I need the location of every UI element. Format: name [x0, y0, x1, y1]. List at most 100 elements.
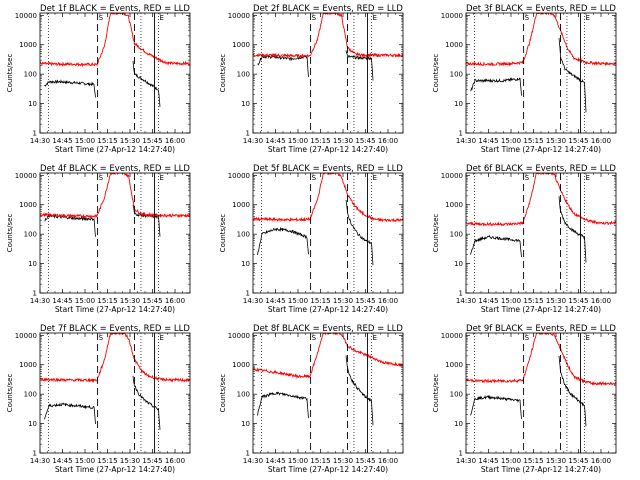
y-tick-label: 1000: [19, 361, 37, 369]
axes-frame: [39, 12, 191, 134]
y-tick-label: 1: [459, 130, 463, 138]
y-tick-label: 100: [24, 71, 37, 79]
panel-title: Det 9f BLACK = Events, RED = LLD: [466, 324, 616, 334]
x-tick-label: 15:30: [546, 457, 566, 465]
x-tick-label: 15:45: [568, 297, 588, 305]
y-tick-label: 10: [241, 260, 250, 268]
x-tick-label: 16:00: [165, 457, 185, 465]
top-marker-s: S: [99, 14, 104, 22]
events-series-line: [470, 77, 522, 96]
top-marker-s: S: [525, 14, 530, 22]
axes-frame: [252, 172, 404, 294]
lld-series-line: [253, 333, 403, 380]
x-tick-label: 15:15: [310, 137, 330, 145]
x-tick-label: 15:30: [333, 137, 353, 145]
plot-area: [466, 173, 616, 263]
events-series-line: [470, 394, 522, 419]
events-series-line: [345, 199, 374, 266]
y-tick-label: 1: [246, 450, 250, 458]
lld-series-line: [466, 333, 616, 387]
panel-title: Det 7f BLACK = Events, RED = LLD: [40, 324, 190, 334]
lld-series-line: [40, 333, 190, 383]
x-tick-label: 15:15: [97, 457, 117, 465]
panel-title: Det 8f BLACK = Events, RED = LLD: [253, 324, 403, 334]
x-tick-label: 14:45: [265, 297, 285, 305]
events-series-line: [558, 196, 587, 263]
y-tick-label: 100: [24, 391, 37, 399]
y-tick-label: 1000: [19, 201, 37, 209]
plot-area: [40, 13, 190, 107]
plot-area: [40, 333, 190, 430]
y-tick-label: 10000: [228, 12, 250, 20]
x-axis-label: Start Time (27-Apr-12 14:27:40): [55, 465, 175, 474]
events-series-line: [132, 60, 161, 107]
x-tick-label: 14:45: [52, 137, 72, 145]
panel-title: Det 2f BLACK = Events, RED = LLD: [253, 4, 403, 14]
y-tick-label: 10000: [15, 12, 37, 20]
top-marker-s: S: [99, 334, 104, 342]
events-series-line: [257, 391, 309, 419]
y-tick-label: 100: [237, 391, 250, 399]
y-axis-label: Counts/sec: [432, 214, 440, 253]
y-tick-label: 100: [450, 71, 463, 79]
lld-series-line: [466, 173, 616, 227]
top-marker-e: E: [373, 334, 377, 342]
x-tick-label: 14:30: [30, 137, 50, 145]
x-tick-label: 16:00: [378, 137, 398, 145]
x-tick-label: 15:15: [310, 457, 330, 465]
events-series-line: [44, 79, 96, 98]
y-tick-label: 100: [237, 231, 250, 239]
plot-area: [253, 333, 403, 426]
x-tick-label: 15:00: [501, 137, 521, 145]
top-marker-e: E: [586, 174, 590, 182]
x-tick-label: 15:00: [288, 457, 308, 465]
x-axis-label: Start Time (27-Apr-12 14:27:40): [268, 145, 388, 154]
y-tick-label: 10: [241, 100, 250, 108]
y-tick-label: 100: [450, 231, 463, 239]
panel-title: Det 1f BLACK = Events, RED = LLD: [40, 4, 190, 14]
x-tick-label: 16:00: [165, 137, 185, 145]
plot-area: [40, 173, 190, 237]
y-tick-label: 1000: [445, 201, 463, 209]
events-series-line: [132, 375, 161, 430]
axes-frame: [252, 12, 404, 134]
x-tick-label: 15:00: [288, 137, 308, 145]
x-tick-label: 15:30: [546, 297, 566, 305]
x-tick-label: 14:30: [243, 457, 263, 465]
lld-series-line: [253, 13, 403, 59]
y-axis-label: Counts/sec: [6, 214, 14, 253]
x-tick-label: 15:45: [568, 137, 588, 145]
x-axis-label: Start Time (27-Apr-12 14:27:40): [55, 305, 175, 314]
lld-series-line: [40, 173, 190, 219]
lld-series-line: [466, 13, 616, 67]
x-tick-label: 15:15: [97, 137, 117, 145]
x-tick-label: 14:30: [456, 137, 476, 145]
x-tick-label: 15:45: [142, 137, 162, 145]
panel-title: Det 5f BLACK = Events, RED = LLD: [253, 164, 403, 174]
y-tick-label: 10: [454, 260, 463, 268]
x-tick-label: 15:00: [501, 297, 521, 305]
x-tick-label: 15:45: [142, 457, 162, 465]
y-tick-label: 1000: [445, 361, 463, 369]
x-tick-label: 15:00: [75, 137, 95, 145]
y-axis-label: Counts/sec: [6, 54, 14, 93]
x-tick-label: 15:00: [75, 297, 95, 305]
y-tick-label: 100: [237, 71, 250, 79]
panel-title: Det 4f BLACK = Events, RED = LLD: [40, 164, 190, 174]
axes-frame: [39, 332, 191, 454]
top-marker-s: S: [312, 14, 317, 22]
x-tick-label: 14:45: [52, 297, 72, 305]
y-tick-label: 1000: [19, 41, 37, 49]
x-tick-label: 14:30: [243, 297, 263, 305]
x-tick-label: 14:45: [478, 137, 498, 145]
y-tick-label: 10: [28, 260, 37, 268]
x-tick-label: 14:30: [30, 457, 50, 465]
